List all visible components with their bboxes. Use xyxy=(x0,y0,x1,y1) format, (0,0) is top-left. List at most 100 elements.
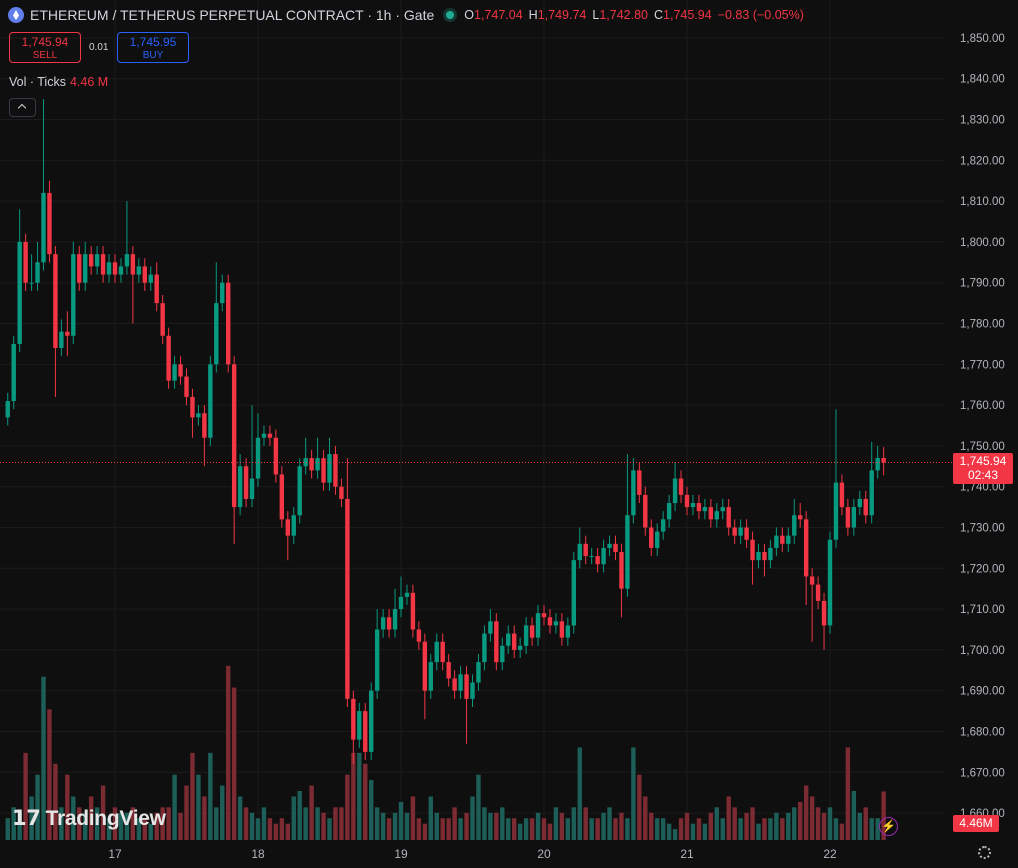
candle-body xyxy=(512,633,517,650)
volume-bar xyxy=(166,807,171,840)
logo-mark: 𝟭𝟳 xyxy=(12,807,41,830)
ohlc-high: H1,749.74 xyxy=(529,8,587,22)
candle-body xyxy=(815,584,821,601)
volume-bar xyxy=(160,807,165,840)
volume-bar xyxy=(440,818,445,840)
volume-bar xyxy=(249,812,255,840)
candle-body xyxy=(59,331,64,348)
candle-body xyxy=(249,478,255,499)
candle-body xyxy=(839,482,845,508)
volume-bar xyxy=(53,763,58,840)
volume-bar xyxy=(803,785,809,840)
volume-bar xyxy=(100,785,106,840)
volume-bar xyxy=(756,823,761,840)
candle-body xyxy=(345,498,350,699)
volume-bar xyxy=(184,785,189,840)
volume-bar xyxy=(625,818,630,840)
volume-bar xyxy=(500,807,505,840)
candle-body xyxy=(71,254,76,336)
volume-bar xyxy=(410,796,416,840)
volume-value: 4.46 M xyxy=(69,75,109,89)
settings-button[interactable] xyxy=(978,846,991,859)
volume-bar xyxy=(845,747,851,840)
volume-bar xyxy=(643,796,648,840)
volume-bar xyxy=(380,812,386,840)
candle-body xyxy=(35,262,40,283)
x-tick-label: 19 xyxy=(394,847,408,861)
volume-bar xyxy=(649,812,654,840)
candle-body xyxy=(601,547,606,565)
candle-body xyxy=(666,503,672,520)
ohlc-low: L1,742.80 xyxy=(592,8,648,22)
candle-body xyxy=(106,262,112,275)
volume-bar xyxy=(142,818,147,840)
y-tick-label: 1,680.00 xyxy=(960,726,1005,738)
ohlc-value: 1,745.94 xyxy=(663,8,712,22)
candle-body xyxy=(124,254,130,267)
y-tick-label: 1,830.00 xyxy=(960,115,1005,127)
change: −0.83 (−0.05%) xyxy=(717,8,804,22)
volume-bar xyxy=(452,807,457,840)
candle-body xyxy=(404,592,410,597)
volume-bar xyxy=(220,785,225,840)
volume-bar xyxy=(827,807,833,840)
volume-bar xyxy=(851,791,857,840)
volume-bar xyxy=(869,818,874,840)
volume-bar xyxy=(720,818,725,840)
candle-body xyxy=(821,600,827,626)
volume-bar xyxy=(655,818,660,840)
volume-bar xyxy=(821,812,827,840)
candle-body xyxy=(416,629,422,642)
volume-bar xyxy=(607,807,612,840)
volume-bar xyxy=(714,807,719,840)
volume-bar xyxy=(780,818,785,840)
candle-body xyxy=(523,625,529,646)
volume-bar xyxy=(398,801,404,840)
candle-body xyxy=(17,241,22,344)
price-axis: 1,660.001,670.001,680.001,690.001,700.00… xyxy=(108,33,1004,861)
volume-bar xyxy=(702,823,708,840)
y-tick-label: 1,710.00 xyxy=(960,604,1005,616)
volume-bar xyxy=(815,807,821,840)
volume-bar xyxy=(118,812,124,840)
volume-bar xyxy=(577,747,582,840)
volume-bar xyxy=(94,807,100,840)
candle-body xyxy=(65,331,70,336)
volume-bar xyxy=(29,796,34,840)
alerts-button[interactable]: ⚡ xyxy=(879,817,898,836)
candle-body xyxy=(577,543,582,561)
candle-body xyxy=(255,437,261,479)
candle-body xyxy=(172,364,177,381)
candle-body xyxy=(458,674,463,691)
volume-bar xyxy=(601,812,606,840)
volume-bar xyxy=(833,818,839,840)
candle-body xyxy=(446,662,451,679)
collapse-button[interactable] xyxy=(9,98,36,117)
sell-button[interactable]: 1,745.94 SELL xyxy=(9,32,81,63)
candle-body xyxy=(708,507,714,520)
candle-body xyxy=(267,433,273,438)
candle-body xyxy=(11,343,16,402)
candle-body xyxy=(565,625,571,638)
candle-body xyxy=(237,466,243,508)
candle-body xyxy=(881,457,886,463)
volume-bar xyxy=(559,812,565,840)
candle-body xyxy=(190,396,195,418)
volume-bar xyxy=(875,818,880,840)
volume-bar xyxy=(386,818,392,840)
volume-bar xyxy=(589,818,594,840)
y-tick-label: 1,690.00 xyxy=(960,686,1005,698)
volume-bar xyxy=(303,807,308,840)
volume-bar xyxy=(369,780,374,840)
volume-bar xyxy=(738,818,743,840)
sell-price: 1,745.94 xyxy=(21,35,69,49)
volume-bar xyxy=(35,774,40,840)
volume-bar xyxy=(321,812,326,840)
grid xyxy=(0,0,945,840)
volume-bar xyxy=(124,812,130,840)
volume-bar xyxy=(666,823,672,840)
buy-button[interactable]: 1,745.95 BUY xyxy=(117,32,189,63)
candle-body xyxy=(303,458,308,467)
x-tick-label: 22 xyxy=(823,847,837,861)
